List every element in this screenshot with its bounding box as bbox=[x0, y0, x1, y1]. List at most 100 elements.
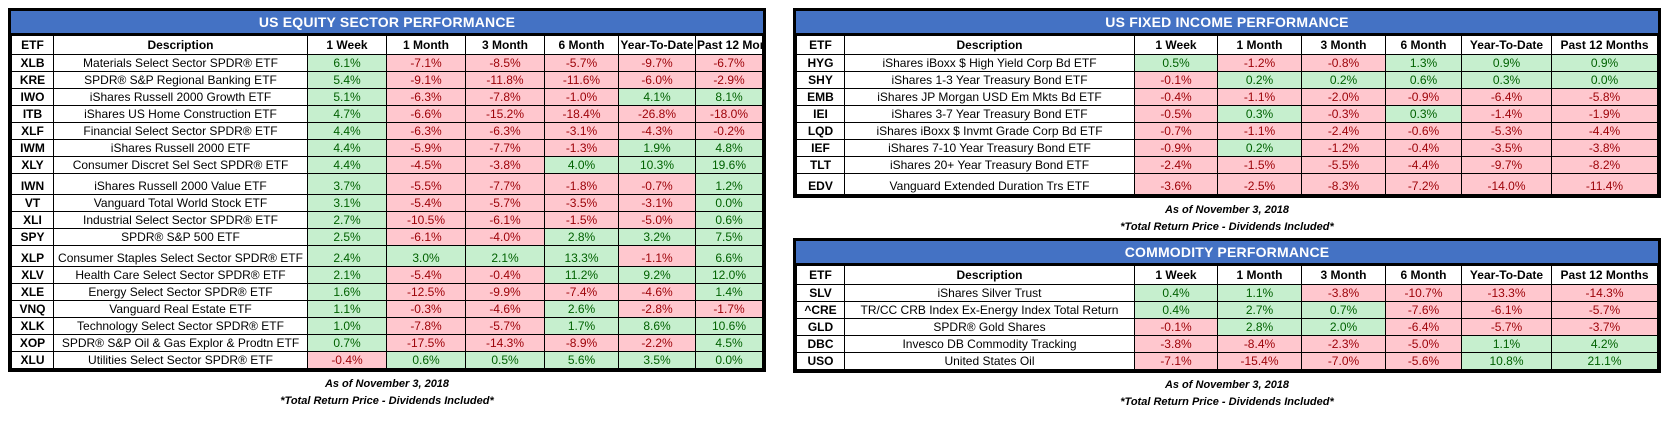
performance-cell: 2.7% bbox=[1217, 301, 1302, 319]
etf-description: SPDR® Gold Shares bbox=[844, 318, 1135, 336]
performance-cell: -6.6% bbox=[386, 105, 466, 123]
table-row: USO United States Oil -7.1% -15.4% -7.0% -5.6… bbox=[796, 352, 1658, 370]
equity-footer: As of November 3, 2018 *Total Return Pri… bbox=[8, 377, 766, 408]
performance-cell: 5.6% bbox=[544, 351, 619, 369]
column-header-year-to-date: Year-To-Date bbox=[618, 35, 696, 55]
total-return-note: *Total Return Price - Dividends Included… bbox=[1120, 221, 1334, 233]
performance-cell: -7.4% bbox=[544, 283, 619, 301]
performance-cell: 0.3% bbox=[1385, 105, 1462, 123]
performance-cell: -0.7% bbox=[1134, 122, 1218, 140]
etf-ticker: ITB bbox=[11, 105, 54, 123]
performance-cell: -6.1% bbox=[386, 228, 466, 246]
performance-cell: 0.6% bbox=[1385, 71, 1462, 89]
total-return-note: *Total Return Price - Dividends Included… bbox=[280, 395, 494, 407]
etf-description: iShares iBoxx $ Invmt Grade Corp Bd ETF bbox=[844, 122, 1135, 140]
performance-cell: 2.7% bbox=[307, 211, 387, 229]
etf-description: iShares 3-7 Year Treasury Bond ETF bbox=[844, 105, 1135, 123]
performance-cell: -9.1% bbox=[386, 71, 466, 89]
column-header-6-month: 6 Month bbox=[1385, 265, 1462, 285]
performance-cell: 0.5% bbox=[1134, 54, 1218, 72]
etf-description: iShares 1-3 Year Treasury Bond ETF bbox=[844, 71, 1135, 89]
performance-cell: 2.1% bbox=[307, 266, 387, 284]
table-row: LQD iShares iBoxx $ Invmt Grade Corp Bd E… bbox=[796, 122, 1658, 140]
performance-cell: -1.1% bbox=[1217, 88, 1302, 106]
fixed-income-performance-table: ETF Description 1 Week 1 Month 3 Month 6 Mont… bbox=[796, 35, 1658, 195]
performance-cell: -5.8% bbox=[1551, 88, 1658, 106]
performance-cell: -14.0% bbox=[1461, 173, 1552, 195]
performance-cell: -5.7% bbox=[544, 54, 619, 72]
column-header-etf: ETF bbox=[796, 35, 845, 55]
performance-cell: -4.3% bbox=[618, 122, 696, 140]
table-row: XLF Financial Select Sector SPDR® ETF 4.4%… bbox=[11, 122, 763, 140]
etf-description: Materials Select Sector SPDR® ETF bbox=[53, 54, 308, 72]
etf-description: Vanguard Total World Stock ETF bbox=[53, 194, 308, 212]
table-row: XLI Industrial Select Sector SPDR® ETF 2.7… bbox=[11, 211, 763, 229]
table-row: SLV iShares Silver Trust 0.4% 1.1% -3.8% -10.… bbox=[796, 284, 1658, 302]
table-row: XLY Consumer Discret Sel Sect SPDR® ETF 4.… bbox=[11, 156, 763, 174]
table-row: ^CRE TR/CC CRB Index Ex-Energy Index Tota… bbox=[796, 301, 1658, 319]
etf-ticker: XLU bbox=[11, 351, 54, 369]
column-header-3-month: 3 Month bbox=[1301, 35, 1386, 55]
etf-ticker: KRE bbox=[11, 71, 54, 89]
performance-cell: 4.4% bbox=[307, 122, 387, 140]
performance-cell: 3.0% bbox=[386, 245, 466, 267]
performance-cell: 12.0% bbox=[695, 266, 763, 284]
column-header-description: Description bbox=[844, 265, 1135, 285]
performance-cell: 0.2% bbox=[1217, 139, 1302, 157]
performance-cell: 0.6% bbox=[695, 211, 763, 229]
performance-cell: 0.3% bbox=[1217, 105, 1302, 123]
performance-cell: 0.9% bbox=[1461, 54, 1552, 72]
etf-description: Utilities Select Sector SPDR® ETF bbox=[53, 351, 308, 369]
table-row: IEF iShares 7-10 Year Treasury Bond ETF -0… bbox=[796, 139, 1658, 157]
commodity-table-frame: COMMODITY PERFORMANCE ETF Description 1 We… bbox=[793, 238, 1661, 373]
performance-cell: -1.8% bbox=[544, 173, 619, 195]
column-header-description: Description bbox=[844, 35, 1135, 55]
performance-cell: 0.0% bbox=[1551, 71, 1658, 89]
column-header-1-week: 1 Week bbox=[1134, 265, 1218, 285]
performance-cell: 1.1% bbox=[1461, 335, 1552, 353]
performance-cell: 4.5% bbox=[695, 334, 763, 352]
table-row: XLV Health Care Select Sector SPDR® ETF 2.… bbox=[11, 266, 763, 284]
performance-cell: 1.3% bbox=[1385, 54, 1462, 72]
performance-cell: 10.6% bbox=[695, 317, 763, 335]
etf-description: iShares Russell 2000 ETF bbox=[53, 139, 308, 157]
performance-cell: -0.4% bbox=[307, 351, 387, 369]
performance-cell: -14.3% bbox=[1551, 284, 1658, 302]
fixed-income-footer: As of November 3, 2018 *Total Return Pri… bbox=[793, 203, 1661, 234]
performance-cell: -13.3% bbox=[1461, 284, 1552, 302]
performance-cell: -5.0% bbox=[1385, 335, 1462, 353]
etf-description: TR/CC CRB Index Ex-Energy Index Total Re… bbox=[844, 301, 1135, 319]
etf-description: Consumer Staples Select Sector SPDR® ETF bbox=[53, 245, 308, 267]
etf-ticker: GLD bbox=[796, 318, 845, 336]
column-header-1-month: 1 Month bbox=[386, 35, 466, 55]
etf-description: Invesco DB Commodity Tracking bbox=[844, 335, 1135, 353]
performance-cell: -4.0% bbox=[465, 228, 545, 246]
performance-cell: -2.9% bbox=[695, 71, 763, 89]
equity-performance-table: ETF Description 1 Week 1 Month 3 Month 6 Mont… bbox=[11, 35, 763, 369]
performance-cell: -3.8% bbox=[465, 156, 545, 174]
performance-cell: 2.4% bbox=[307, 245, 387, 267]
table-row: EMB iShares JP Morgan USD Em Mkts Bd ETF -… bbox=[796, 88, 1658, 106]
performance-cell: -0.5% bbox=[1134, 105, 1218, 123]
performance-cell: -5.4% bbox=[386, 194, 466, 212]
as-of-date: As of November 3, 2018 bbox=[1164, 204, 1290, 216]
performance-cell: 10.8% bbox=[1461, 352, 1552, 370]
performance-cell: -5.4% bbox=[386, 266, 466, 284]
column-header-6-month: 6 Month bbox=[544, 35, 619, 55]
performance-cell: 8.1% bbox=[695, 88, 763, 106]
performance-cell: 2.1% bbox=[465, 245, 545, 267]
performance-cell: -2.8% bbox=[618, 300, 696, 318]
performance-cell: 0.6% bbox=[386, 351, 466, 369]
performance-cell: -3.6% bbox=[1134, 173, 1218, 195]
table-row: VT Vanguard Total World Stock ETF 3.1% -5.4… bbox=[11, 194, 763, 212]
performance-cell: -2.4% bbox=[1301, 122, 1386, 140]
performance-cell: -6.3% bbox=[386, 88, 466, 106]
performance-cell: -9.7% bbox=[1461, 156, 1552, 174]
performance-cell: -5.6% bbox=[1385, 352, 1462, 370]
performance-cell: 1.1% bbox=[307, 300, 387, 318]
performance-cell: 1.6% bbox=[307, 283, 387, 301]
performance-cell: -5.7% bbox=[465, 317, 545, 335]
performance-cell: -9.7% bbox=[618, 54, 696, 72]
column-header-1-month: 1 Month bbox=[1217, 35, 1302, 55]
